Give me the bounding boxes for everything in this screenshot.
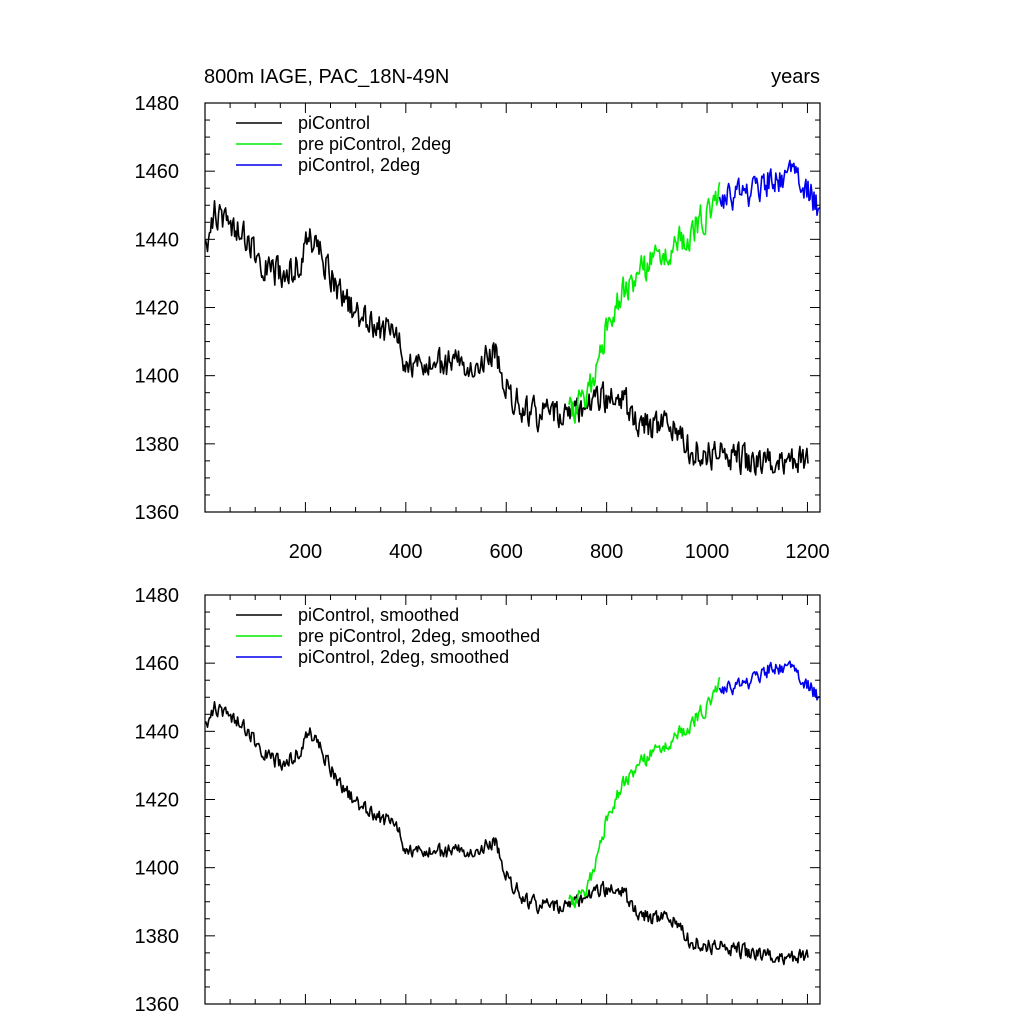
top-panel: 1360 1380 1400 1420 1440 1460 1480 200 400 600 800…: [135, 93, 830, 563]
series-line-1: [568, 182, 721, 424]
x-tick-label: 1000: [685, 541, 730, 563]
y-tick-label: 1420: [135, 298, 180, 320]
y-tick-label: 1460: [135, 653, 180, 675]
series-line-1: [568, 677, 721, 909]
x-tick-label: 1200: [785, 541, 830, 563]
legend-label-2: piControl, 2deg, smoothed: [298, 647, 509, 667]
series-line-2: [718, 660, 820, 701]
legend-label-1: pre piControl, 2deg: [298, 134, 451, 154]
figure-title: 800m IAGE, PAC_18N-49N: [204, 66, 449, 88]
y-tick-label: 1400: [135, 858, 180, 880]
y-tick-label: 1440: [135, 229, 180, 251]
y-tick-label: 1380: [135, 434, 180, 456]
bottom-panel: 1360 1380 1400 1420 1440 1460 1480 piControl, s…: [135, 585, 821, 1016]
y-tick-label: 1400: [135, 366, 180, 388]
y-tick-label: 1480: [135, 93, 180, 115]
y-tick-label: 1360: [135, 994, 180, 1016]
y-tick-label: 1420: [135, 790, 180, 812]
x-tick-label: 800: [590, 541, 623, 563]
x-tick-label: 600: [490, 541, 523, 563]
x-tick-label: 200: [289, 541, 322, 563]
x-tick-label: 400: [389, 541, 422, 563]
legend-label-1: pre piControl, 2deg, smoothed: [298, 626, 540, 646]
y-tick-label: 1380: [135, 926, 180, 948]
x-axis-unit-label: years: [771, 66, 820, 88]
series-line-2: [718, 159, 821, 216]
y-tick-label: 1440: [135, 721, 180, 743]
series-line-0: [204, 701, 809, 966]
y-tick-label: 1480: [135, 585, 180, 607]
y-tick-label: 1360: [135, 502, 180, 524]
legend-label-0: piControl: [298, 113, 370, 133]
y-tick-label: 1460: [135, 161, 180, 183]
legend-label-2: piControl, 2deg: [298, 155, 420, 175]
series-line-0: [204, 200, 809, 476]
legend-label-0: piControl, smoothed: [298, 605, 459, 625]
